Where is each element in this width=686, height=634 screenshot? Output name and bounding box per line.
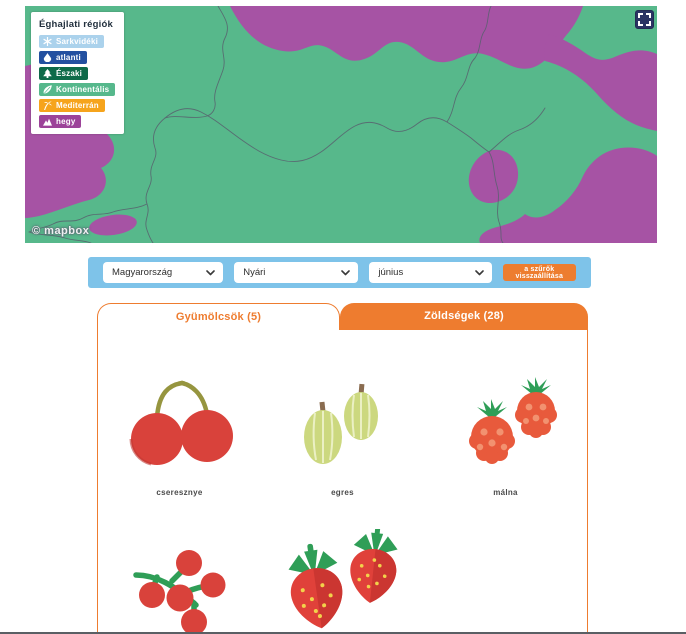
- legend-item-label: atlanti: [56, 53, 81, 62]
- season-select-value: Nyári: [243, 267, 266, 278]
- raspberries-illustration: [468, 377, 557, 464]
- fruit-card-empty: [424, 529, 587, 634]
- legend-item-label: Mediterrán: [56, 101, 99, 110]
- country-select-value: Magyarország: [112, 267, 173, 278]
- legend-item-label: hegy: [56, 117, 76, 126]
- legend-item-mediterranean: Mediterrán: [39, 99, 105, 112]
- mountain-icon: [43, 118, 52, 126]
- legend-item-arctic: Sarkvidéki: [39, 35, 105, 48]
- legend-item-northern: Északi: [39, 67, 89, 80]
- map-terrain: [25, 6, 657, 243]
- cherries-illustration: [129, 380, 233, 466]
- legend-item-mountain: hegy: [39, 115, 82, 128]
- legend-title: Éghajlati régiók: [39, 19, 113, 30]
- month-select-value: június: [378, 267, 404, 278]
- tab-fruits[interactable]: Gyümölcsök (5): [97, 303, 340, 330]
- chevron-down-icon: [206, 269, 216, 275]
- strawberries-illustration: [288, 529, 398, 629]
- mapbox-logo[interactable]: © mapbox: [32, 225, 90, 237]
- currant-cluster-illustration: [133, 550, 226, 634]
- chevron-down-icon: [341, 269, 351, 275]
- fruit-grid: cseresznye: [98, 330, 587, 634]
- expand-arrows-icon: [638, 13, 651, 26]
- fruit-label: málna: [493, 488, 518, 497]
- category-tabs: Gyümölcsök (5) Zöldségek (28): [97, 303, 588, 330]
- month-select[interactable]: június: [369, 262, 492, 283]
- legend-item-label: Kontinentális: [56, 85, 110, 94]
- climate-map[interactable]: Éghajlati régiók Sarkvidéki atlanti Észa: [25, 6, 657, 243]
- chevron-down-icon: [474, 269, 484, 275]
- footer-divider: [0, 632, 686, 634]
- fruit-label: cseresznye: [156, 488, 203, 497]
- fruit-card-cherry[interactable]: cseresznye: [98, 378, 261, 497]
- legend-item-atlantic: atlanti: [39, 51, 87, 64]
- filter-bar: Magyarország Nyári június a szűrők vissz…: [88, 257, 591, 288]
- pine-tree-icon: [43, 69, 52, 78]
- fruit-card-raspberry[interactable]: málna: [424, 377, 587, 497]
- fruit-label: egres: [331, 488, 354, 497]
- fruit-card-currants[interactable]: [98, 529, 261, 634]
- gooseberries-illustration: [303, 383, 378, 464]
- droplet-icon: [43, 53, 52, 62]
- tab-vegetables[interactable]: Zöldségek (28): [340, 303, 588, 330]
- fruit-card-gooseberry[interactable]: egres: [261, 378, 424, 497]
- legend-item-label: Északi: [56, 69, 83, 78]
- legend-item-label: Sarkvidéki: [56, 37, 99, 46]
- season-select[interactable]: Nyári: [234, 262, 359, 283]
- map-legend: Éghajlati régiók Sarkvidéki atlanti Észa: [31, 12, 125, 134]
- fruits-panel: cseresznye: [97, 330, 588, 634]
- reset-filters-button[interactable]: a szűrők visszaállítása: [502, 264, 576, 281]
- fullscreen-button[interactable]: [635, 10, 654, 29]
- fruit-card-strawberry[interactable]: [261, 529, 424, 634]
- snowflake-icon: [43, 37, 52, 46]
- legend-item-continental: Kontinentális: [39, 83, 116, 96]
- country-select[interactable]: Magyarország: [103, 262, 224, 283]
- leaf-icon: [43, 85, 52, 94]
- palm-tree-icon: [44, 101, 52, 110]
